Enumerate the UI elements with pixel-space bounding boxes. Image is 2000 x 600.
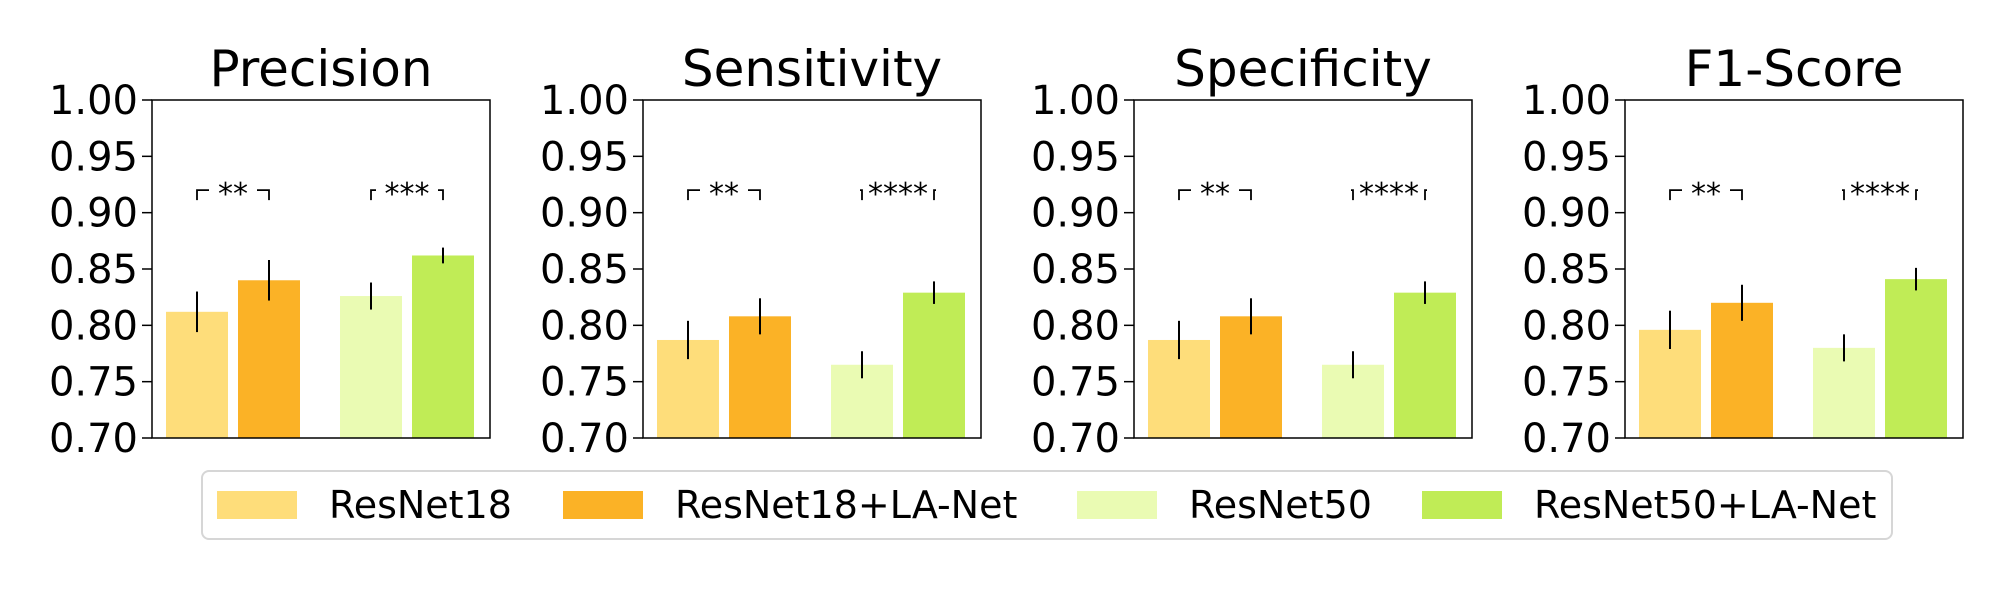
legend-item-resnet18-la-net: ResNet18+LA-Net	[563, 472, 1017, 538]
y-tick-label: 0.95	[1031, 134, 1120, 180]
bar-resnet50-la-net	[903, 292, 965, 438]
y-tick-label: 0.70	[1522, 416, 1611, 462]
significance-label: **	[1200, 177, 1230, 212]
significance-bracket	[438, 189, 444, 201]
legend-swatch	[1422, 491, 1502, 519]
chart-title: F1-Score	[1685, 40, 1904, 98]
y-tick-label: 0.90	[1522, 191, 1611, 237]
y-tick-label: 0.75	[1031, 360, 1120, 406]
significance-bracket	[933, 189, 936, 201]
legend-swatch	[217, 491, 297, 519]
significance-label: ****	[1850, 177, 1910, 212]
significance-bracket	[860, 189, 863, 201]
y-tick-label: 0.85	[1031, 247, 1120, 293]
significance-bracket	[1842, 189, 1845, 201]
y-tick-label: 0.95	[540, 134, 629, 180]
chart-title: Precision	[209, 40, 432, 98]
chart-title: Sensitivity	[682, 40, 942, 98]
significance-bracket	[1669, 189, 1682, 201]
y-tick-label: 0.75	[49, 360, 138, 406]
plot-frame	[642, 99, 982, 439]
bar-resnet50-la-net	[1394, 292, 1456, 438]
legend: ResNet18 ResNet18+LA-Net ResNet50 ResNet…	[201, 470, 1893, 540]
y-tick-label: 0.85	[49, 247, 138, 293]
y-tick-label: 0.75	[540, 360, 629, 406]
significance-label: ***	[385, 177, 430, 212]
chart-panel-specificity: Specificity 0.70 0.75 0.80 0.85 0.90 0.95 1.00 *…	[1031, 40, 1473, 462]
legend-label: ResNet50+LA-Net	[1534, 483, 1877, 527]
bar-resnet18-la-net	[1711, 302, 1773, 438]
legend-item-resnet50-la-net: ResNet50+LA-Net	[1422, 472, 1876, 538]
significance-bracket	[257, 189, 270, 201]
y-tick-label: 0.95	[49, 134, 138, 180]
significance-bracket	[1730, 189, 1743, 201]
y-tick-label: 0.85	[1522, 247, 1611, 293]
y-tick-label: 1.00	[1031, 78, 1120, 124]
y-tick-label: 0.70	[540, 416, 629, 462]
bar-resnet18-la-net	[238, 280, 300, 438]
y-tick-label: 0.80	[540, 303, 629, 349]
legend-label: ResNet18+LA-Net	[675, 483, 1018, 527]
significance-bracket	[370, 189, 376, 201]
bar-resnet18-la-net	[729, 316, 791, 438]
plot-frame	[1624, 99, 1964, 439]
y-tick-label: 0.90	[540, 191, 629, 237]
significance-bracket	[1351, 189, 1354, 201]
significance-label: **	[709, 177, 739, 212]
legend-swatch	[563, 491, 643, 519]
significance-bracket	[1178, 189, 1191, 201]
significance-label: **	[1691, 177, 1721, 212]
y-tick-label: 0.95	[1522, 134, 1611, 180]
significance-bracket	[1915, 189, 1918, 201]
significance-bracket	[687, 189, 700, 201]
chart-panel-sensitivity: Sensitivity 0.70 0.75 0.80 0.85 0.90 0.95 1.00 *…	[540, 40, 982, 462]
legend-label: ResNet18	[329, 483, 512, 527]
chart-title: Specificity	[1174, 40, 1432, 98]
y-tick-label: 0.70	[49, 416, 138, 462]
plot-frame	[151, 99, 491, 439]
bar-resnet50-la-net	[412, 255, 474, 438]
y-tick-label: 0.80	[1522, 303, 1611, 349]
legend-item-resnet50: ResNet50	[1077, 472, 1372, 538]
bar-resnet50-la-net	[1885, 279, 1947, 438]
y-tick-label: 0.80	[49, 303, 138, 349]
legend-item-resnet18: ResNet18	[217, 472, 512, 538]
significance-bracket	[1424, 189, 1427, 201]
bar-resnet18	[166, 311, 228, 438]
legend-swatch	[1077, 491, 1157, 519]
y-tick-label: 1.00	[1522, 78, 1611, 124]
y-tick-label: 1.00	[49, 78, 138, 124]
bar-resnet18-la-net	[1220, 316, 1282, 438]
legend-label: ResNet50	[1189, 483, 1372, 527]
y-tick-label: 0.85	[540, 247, 629, 293]
significance-bracket	[196, 189, 209, 201]
significance-bracket	[1239, 189, 1252, 201]
y-tick-label: 0.75	[1522, 360, 1611, 406]
significance-label: ****	[868, 177, 928, 212]
significance-bracket	[748, 189, 761, 201]
significance-label: ****	[1359, 177, 1419, 212]
y-tick-label: 0.90	[49, 191, 138, 237]
y-tick-label: 0.90	[1031, 191, 1120, 237]
y-tick-label: 1.00	[540, 78, 629, 124]
bar-resnet50	[340, 296, 402, 438]
plot-frame	[1133, 99, 1473, 439]
bar-resnet50	[1813, 347, 1875, 438]
significance-label: **	[218, 177, 248, 212]
y-tick-label: 0.70	[1031, 416, 1120, 462]
y-tick-label: 0.80	[1031, 303, 1120, 349]
